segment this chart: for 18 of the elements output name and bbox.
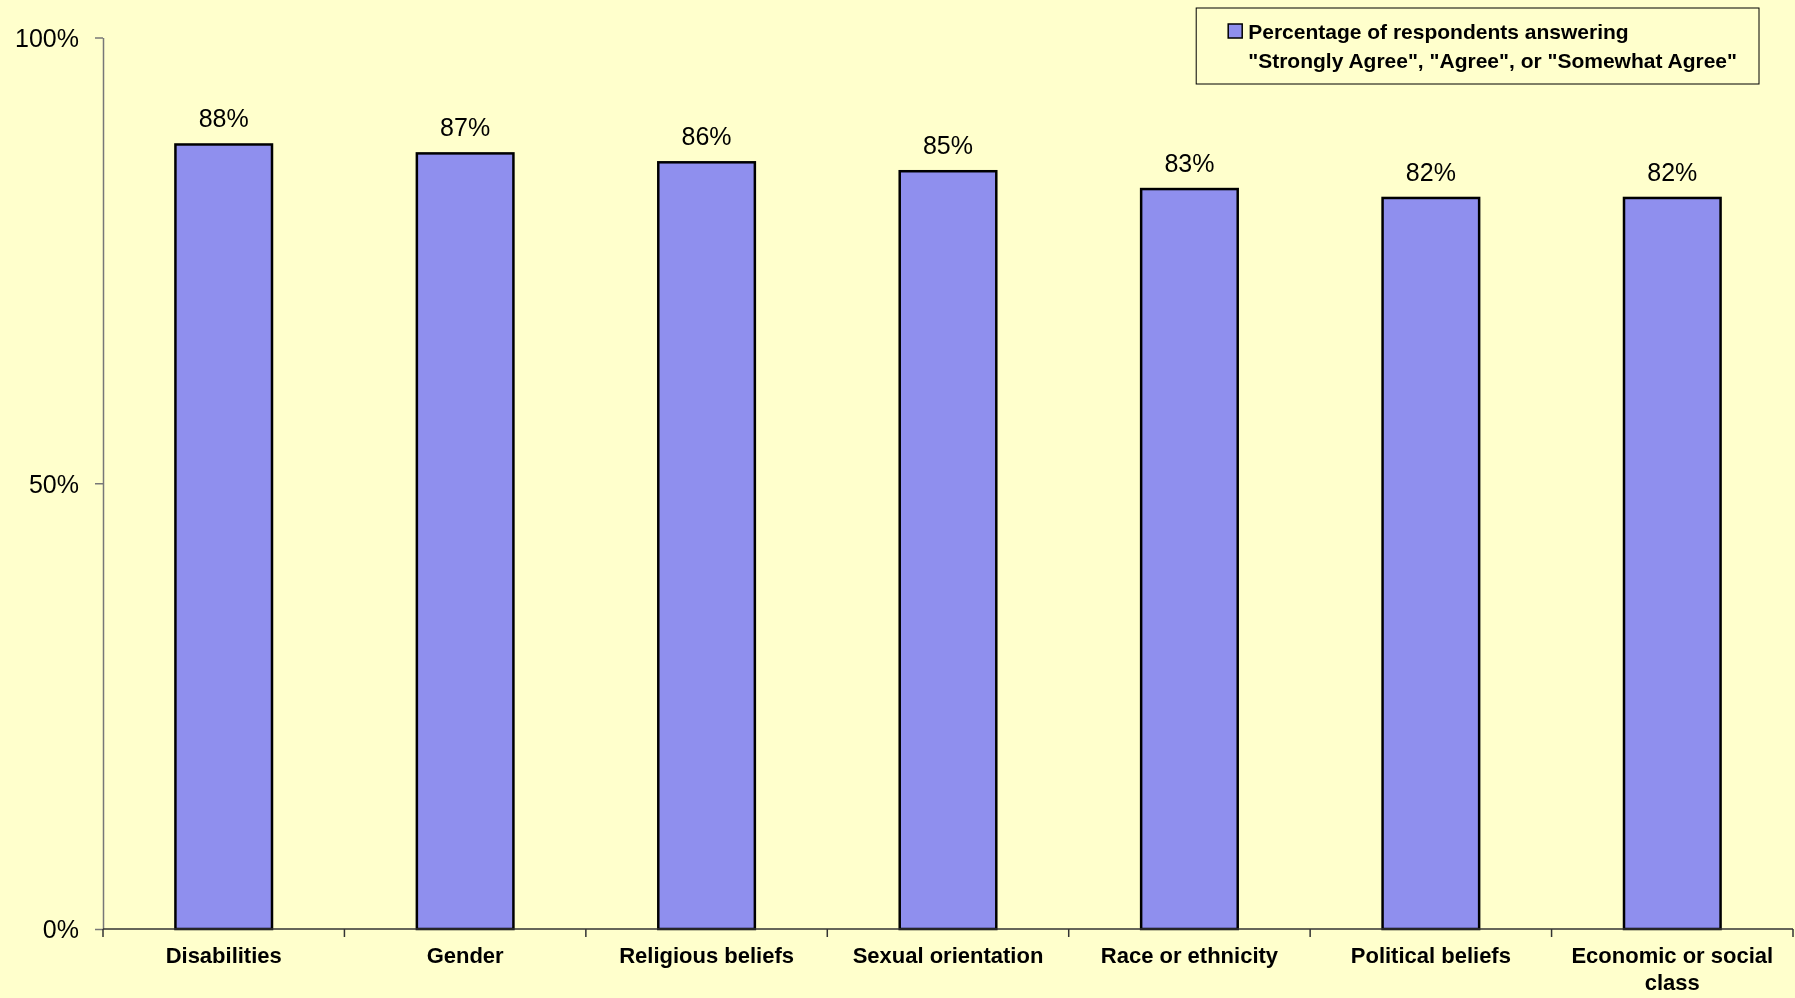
- x-tick-label: Political beliefs: [1350, 943, 1511, 968]
- y-tick-label: 50%: [28, 469, 79, 498]
- x-tick-label: Economic or social class: [1571, 943, 1774, 995]
- x-tick-label: Disabilities: [165, 943, 282, 968]
- data-label: 82%: [1405, 157, 1456, 186]
- x-tick-label: Race or ethnicity: [1100, 943, 1279, 968]
- data-label: 87%: [440, 113, 491, 142]
- x-tick-label: Sexual orientation: [852, 943, 1044, 968]
- data-label: 82%: [1647, 157, 1698, 186]
- data-label: 88%: [198, 104, 249, 133]
- x-tick-label: Religious beliefs: [619, 943, 794, 968]
- data-label: 83%: [1164, 149, 1215, 178]
- x-tick-label: Gender: [426, 943, 505, 968]
- y-tick-label: 0%: [42, 915, 79, 944]
- data-label: 86%: [681, 122, 732, 151]
- y-tick-label: 100%: [15, 23, 79, 52]
- data-label: 85%: [922, 131, 974, 160]
- legend-label: Percentage of respondents answering "Strongly Agree", "Agree", or "Somewhat Agree": [1248, 20, 1737, 72]
